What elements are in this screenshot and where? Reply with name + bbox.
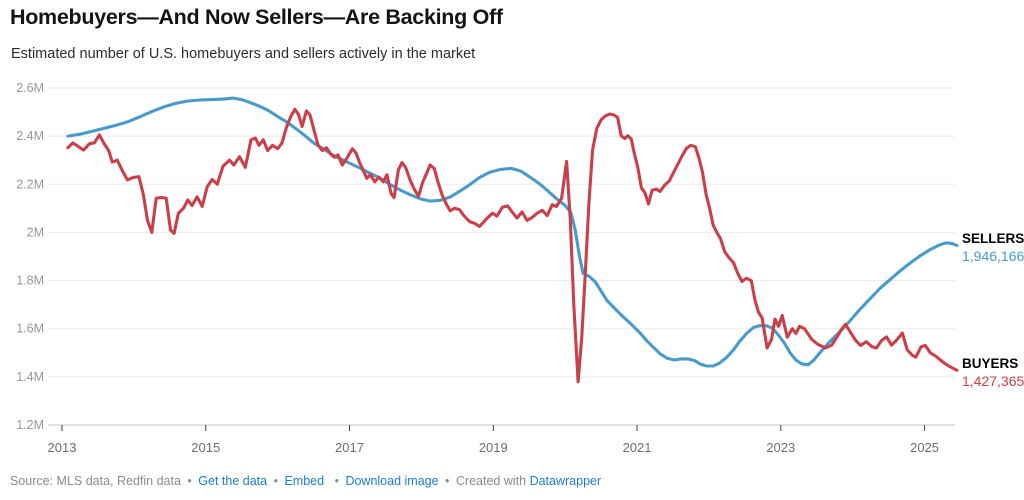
sellers-line (66, 96, 959, 368)
x-axis-label-2017: 2017 (335, 440, 364, 455)
y-axis-label-2M: 2M (27, 225, 44, 239)
created-with-text: Created with (455, 474, 527, 488)
separator-dot: • (273, 474, 278, 488)
separator-dot: • (187, 474, 192, 488)
x-axis-label-2025: 2025 (910, 440, 939, 455)
x-axis-label-2023: 2023 (766, 440, 795, 455)
chart-subtitle: Estimated number of U.S. homebuyers and … (11, 46, 476, 62)
download-image-link[interactable]: Download image (345, 474, 439, 488)
separator-dot: • (334, 474, 339, 488)
sellers-latest-value: 1,946,166 (962, 248, 1024, 264)
datawrapper-link[interactable]: Datawrapper (529, 474, 602, 488)
y-axis-label-2.6M: 2.6M (16, 81, 44, 95)
y-axis-label-1.8M: 1.8M (16, 274, 44, 288)
buyers-line (66, 107, 959, 384)
buyers-series-label: BUYERS (962, 356, 1019, 371)
y-axis-label-1.2M: 1.2M (16, 418, 44, 432)
x-axis-label-2015: 2015 (191, 440, 220, 455)
y-axis-label-2.4M: 2.4M (16, 129, 44, 143)
buyers-end-label-group: BUYERS 1,427,365 (962, 356, 1024, 389)
chart-title: Homebuyers—And Now Sellers—Are Backing O… (10, 5, 503, 29)
sellers-end-label-group: SELLERS 1,946,166 (962, 231, 1024, 264)
x-axis-label-2019: 2019 (479, 440, 508, 455)
separator-dot: • (445, 474, 450, 488)
source-text: Source: MLS data, Redfin data (10, 474, 181, 488)
x-axis-label-2013: 2013 (48, 440, 77, 455)
buyers-latest-value: 1,427,365 (962, 373, 1024, 389)
x-axis-label-2021: 2021 (623, 440, 652, 455)
y-axis-label-2.2M: 2.2M (16, 177, 44, 191)
get-the-data-link[interactable]: Get the data (198, 474, 268, 488)
sellers-series-label: SELLERS (962, 231, 1024, 246)
embed-link[interactable]: Embed (284, 474, 325, 488)
chart-footer: Source: MLS data, Redfin data • Get the … (10, 474, 601, 488)
y-axis-label-1.4M: 1.4M (16, 370, 44, 384)
y-axis-label-1.6M: 1.6M (16, 322, 44, 336)
